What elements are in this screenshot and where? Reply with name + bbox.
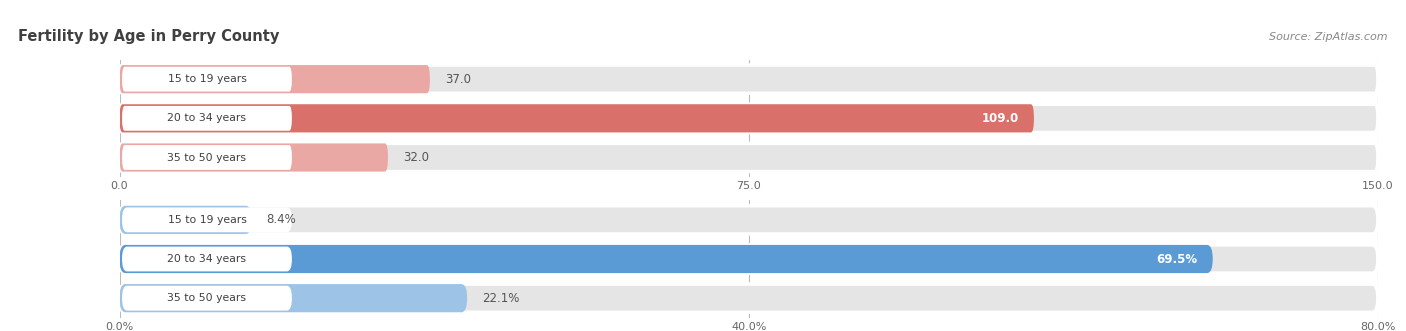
Text: 22.1%: 22.1% [482, 292, 520, 305]
FancyBboxPatch shape [122, 208, 292, 232]
Text: 32.0: 32.0 [404, 151, 429, 164]
FancyBboxPatch shape [120, 284, 1378, 312]
Text: 69.5%: 69.5% [1157, 253, 1198, 265]
Text: 15 to 19 years: 15 to 19 years [167, 215, 246, 225]
Text: 35 to 50 years: 35 to 50 years [167, 153, 246, 163]
FancyBboxPatch shape [120, 284, 467, 312]
Text: Fertility by Age in Perry County: Fertility by Age in Perry County [18, 29, 280, 44]
FancyBboxPatch shape [120, 245, 1213, 273]
FancyBboxPatch shape [122, 106, 292, 131]
FancyBboxPatch shape [122, 247, 292, 271]
FancyBboxPatch shape [120, 245, 1378, 273]
FancyBboxPatch shape [120, 104, 1378, 132]
FancyBboxPatch shape [120, 143, 1378, 171]
Text: 20 to 34 years: 20 to 34 years [167, 113, 246, 123]
FancyBboxPatch shape [120, 65, 430, 93]
Text: 37.0: 37.0 [446, 73, 471, 86]
FancyBboxPatch shape [120, 143, 388, 171]
Text: 8.4%: 8.4% [267, 213, 297, 226]
FancyBboxPatch shape [122, 286, 292, 310]
FancyBboxPatch shape [122, 67, 292, 92]
FancyBboxPatch shape [120, 206, 1378, 234]
FancyBboxPatch shape [120, 65, 1378, 93]
Text: 109.0: 109.0 [981, 112, 1019, 125]
FancyBboxPatch shape [120, 206, 252, 234]
Text: 15 to 19 years: 15 to 19 years [167, 74, 246, 84]
FancyBboxPatch shape [122, 145, 292, 170]
Text: 35 to 50 years: 35 to 50 years [167, 293, 246, 303]
FancyBboxPatch shape [120, 104, 1033, 132]
Text: Source: ZipAtlas.com: Source: ZipAtlas.com [1270, 32, 1388, 42]
Text: 20 to 34 years: 20 to 34 years [167, 254, 246, 264]
